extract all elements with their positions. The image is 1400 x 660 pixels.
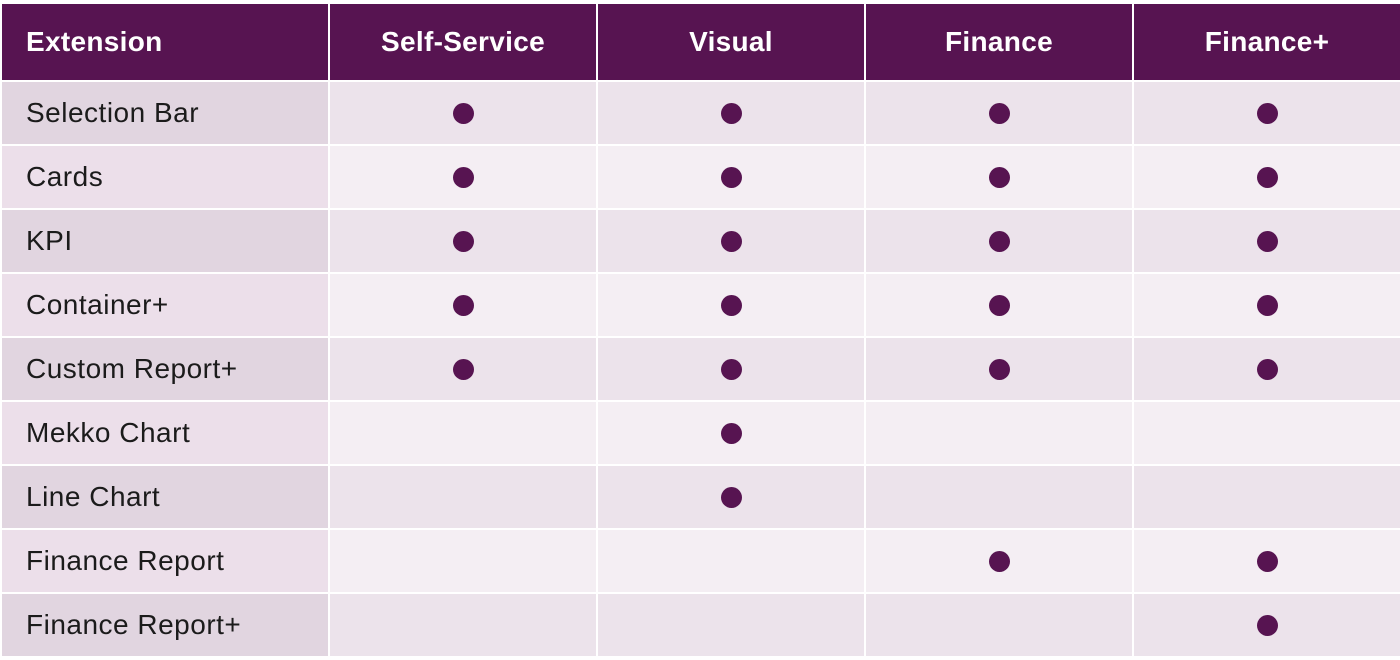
cell-finance [866, 210, 1132, 272]
table-header: Extension Self-Service Visual Finance Fi… [2, 4, 1400, 80]
cell-visual [598, 82, 864, 144]
header-finance: Finance [866, 4, 1132, 80]
cell-finance-plus [1134, 466, 1400, 528]
row-label: Cards [2, 146, 328, 208]
header-row: Extension Self-Service Visual Finance Fi… [2, 4, 1400, 80]
filled-circle-dot-icon [452, 294, 474, 316]
filled-circle-dot-icon [452, 166, 474, 188]
cell-self-service [330, 530, 596, 592]
cell-finance [866, 274, 1132, 336]
cell-visual [598, 338, 864, 400]
cell-finance-plus [1134, 338, 1400, 400]
row-label: Finance Report+ [2, 594, 328, 656]
filled-circle-dot-icon [720, 486, 742, 508]
filled-circle-dot-icon [720, 230, 742, 252]
header-extension: Extension [2, 4, 328, 80]
cell-self-service [330, 274, 596, 336]
cell-visual [598, 146, 864, 208]
row-label: Selection Bar [2, 82, 328, 144]
cell-visual [598, 594, 864, 656]
filled-circle-dot-icon [1256, 614, 1278, 636]
row-label: Custom Report+ [2, 338, 328, 400]
cell-visual [598, 402, 864, 464]
row-label: KPI [2, 210, 328, 272]
filled-circle-dot-icon [1256, 358, 1278, 380]
cell-finance-plus [1134, 594, 1400, 656]
row-label: Finance Report [2, 530, 328, 592]
cell-finance [866, 594, 1132, 656]
filled-circle-dot-icon [988, 358, 1010, 380]
row-label: Line Chart [2, 466, 328, 528]
table-row: Custom Report+ [2, 338, 1400, 400]
row-label: Mekko Chart [2, 402, 328, 464]
cell-self-service [330, 466, 596, 528]
cell-finance [866, 466, 1132, 528]
cell-self-service [330, 594, 596, 656]
filled-circle-dot-icon [988, 550, 1010, 572]
cell-visual [598, 274, 864, 336]
filled-circle-dot-icon [1256, 294, 1278, 316]
cell-finance-plus [1134, 402, 1400, 464]
filled-circle-dot-icon [720, 102, 742, 124]
filled-circle-dot-icon [1256, 102, 1278, 124]
filled-circle-dot-icon [720, 166, 742, 188]
table-row: KPI [2, 210, 1400, 272]
row-label: Container+ [2, 274, 328, 336]
cell-finance [866, 146, 1132, 208]
filled-circle-dot-icon [720, 358, 742, 380]
cell-self-service [330, 82, 596, 144]
filled-circle-dot-icon [720, 294, 742, 316]
table-row: Finance Report [2, 530, 1400, 592]
cell-finance-plus [1134, 146, 1400, 208]
table-body: Selection Bar Cards KPI Container+ Custom Re… [2, 82, 1400, 656]
cell-finance [866, 82, 1132, 144]
table-row: Finance Report+ [2, 594, 1400, 656]
header-self-service: Self-Service [330, 4, 596, 80]
filled-circle-dot-icon [988, 230, 1010, 252]
cell-finance-plus [1134, 274, 1400, 336]
filled-circle-dot-icon [720, 422, 742, 444]
filled-circle-dot-icon [452, 230, 474, 252]
table-row: Mekko Chart [2, 402, 1400, 464]
table-row: Line Chart [2, 466, 1400, 528]
cell-finance [866, 338, 1132, 400]
filled-circle-dot-icon [452, 102, 474, 124]
cell-visual [598, 210, 864, 272]
header-finance-plus: Finance+ [1134, 4, 1400, 80]
filled-circle-dot-icon [988, 102, 1010, 124]
cell-finance [866, 402, 1132, 464]
filled-circle-dot-icon [1256, 550, 1278, 572]
table-row: Selection Bar [2, 82, 1400, 144]
cell-finance-plus [1134, 82, 1400, 144]
cell-self-service [330, 402, 596, 464]
table-row: Container+ [2, 274, 1400, 336]
filled-circle-dot-icon [1256, 166, 1278, 188]
table-row: Cards [2, 146, 1400, 208]
filled-circle-dot-icon [1256, 230, 1278, 252]
cell-self-service [330, 338, 596, 400]
cell-finance [866, 530, 1132, 592]
filled-circle-dot-icon [452, 358, 474, 380]
cell-finance-plus [1134, 210, 1400, 272]
cell-visual [598, 466, 864, 528]
header-visual: Visual [598, 4, 864, 80]
filled-circle-dot-icon [988, 166, 1010, 188]
cell-self-service [330, 210, 596, 272]
cell-visual [598, 530, 864, 592]
filled-circle-dot-icon [988, 294, 1010, 316]
cell-finance-plus [1134, 530, 1400, 592]
cell-self-service [330, 146, 596, 208]
